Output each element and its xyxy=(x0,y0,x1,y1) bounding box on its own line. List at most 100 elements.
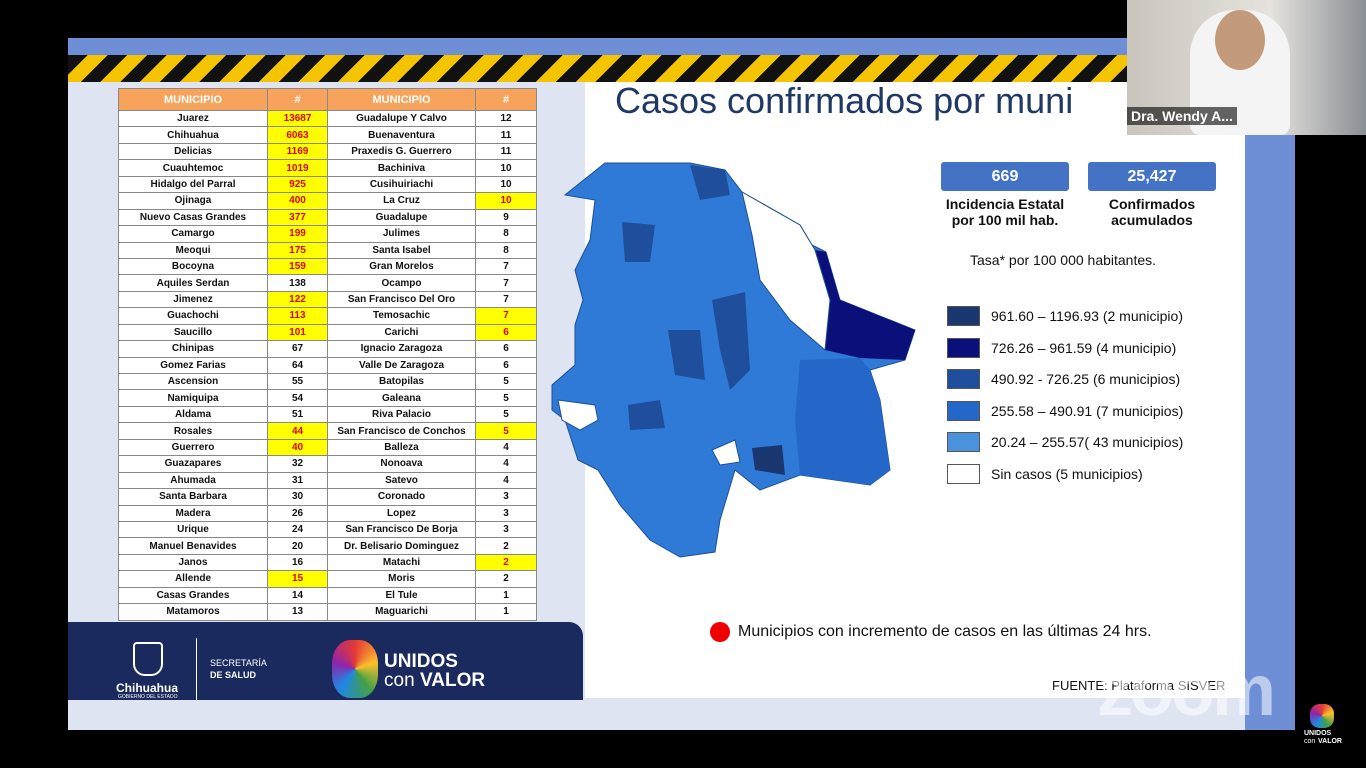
municipio-name: Casas Grandes xyxy=(118,586,268,605)
corner-logo xyxy=(1310,704,1334,728)
case-count: 67 xyxy=(267,340,328,358)
slide-top-bar xyxy=(68,38,1295,55)
map-region xyxy=(741,191,831,352)
map-region xyxy=(815,250,915,360)
case-count: 7 xyxy=(475,274,537,292)
municipio-name: Madera xyxy=(118,504,268,522)
case-count: 1 xyxy=(475,586,537,605)
case-count: 11 xyxy=(475,126,537,144)
case-count: 8 xyxy=(475,225,537,243)
municipio-name: Delicias xyxy=(118,142,268,161)
legend-label: 961.60 – 1196.93 (2 municipio) xyxy=(991,308,1183,324)
rate-note: Tasa* por 100 000 habitantes. xyxy=(970,252,1157,268)
case-count: 64 xyxy=(267,356,328,375)
municipio-name: Praxedis G. Guerrero xyxy=(327,142,476,161)
case-count: 11 xyxy=(475,142,537,161)
map-region xyxy=(690,165,730,200)
table-row: Chinipas 67 Ignacio Zaragoza 6 xyxy=(118,340,537,358)
legend-swatch xyxy=(947,400,980,421)
table-row: Aquiles Serdan 138 Ocampo 7 xyxy=(118,274,537,292)
municipio-name: Janos xyxy=(118,553,268,572)
source-note: FUENTE: Plataforma SISVER xyxy=(1052,678,1226,693)
municipio-name: Gran Morelos xyxy=(327,257,476,276)
slide-frame xyxy=(1245,130,1295,730)
map-region xyxy=(622,222,655,262)
map-region xyxy=(711,439,741,466)
municipio-name: Matamoros xyxy=(118,603,268,621)
table-row: Meoqui 175 Santa Isabel 8 xyxy=(118,241,537,259)
legend-label: 255.58 – 490.91 (7 municipios) xyxy=(991,402,1184,419)
table-row: Namiquipa 54 Galeana 5 xyxy=(118,389,537,407)
dept-line: SECRETARÍA xyxy=(210,658,267,668)
municipio-name: Rosales xyxy=(118,422,268,440)
case-count: 138 xyxy=(267,274,328,292)
case-count: 8 xyxy=(475,241,537,259)
municipio-name: Jimenez xyxy=(118,290,268,309)
state-name: Chihuahua xyxy=(116,681,178,695)
municipio-name: Urique xyxy=(118,520,268,539)
table-row: Casas Grandes 14 El Tule 1 xyxy=(118,586,537,605)
brand-text: UNIDOS xyxy=(384,651,458,672)
table-row: Santa Barbara 30 Coronado 3 xyxy=(118,488,537,506)
legend-item: 490.92 - 726.25 (6 municipios) xyxy=(947,369,1227,389)
slide-title: Casos confirmados por muni xyxy=(615,80,1074,121)
column-header: # xyxy=(475,88,537,111)
table-row: Aldama 51 Riva Palacio 5 xyxy=(118,405,537,424)
case-count: 6 xyxy=(475,356,537,375)
municipio-name: Santa Barbara xyxy=(118,488,268,506)
municipio-name: Juarez xyxy=(118,109,268,128)
legend-swatch xyxy=(947,306,980,326)
case-count: 32 xyxy=(267,455,328,473)
map-region xyxy=(628,400,665,430)
municipio-name: Chinipas xyxy=(118,340,268,358)
table-row: Ascension 55 Batopilas 5 xyxy=(118,372,537,391)
table-row: Gomez Farias 64 Valle De Zaragoza 6 xyxy=(118,356,537,375)
municipio-name: Balleza xyxy=(327,438,476,457)
increase-note: Municipios con incremento de casos en la… xyxy=(738,623,1152,640)
table-row: Bocoyna 159 Gran Morelos 7 xyxy=(118,257,537,276)
case-count: 20 xyxy=(267,537,328,555)
stat-label: Incidencia Estatal por 100 mil hab. xyxy=(945,196,1065,228)
municipio-name: Guachochi xyxy=(118,307,268,325)
municipio-name: Matachi xyxy=(327,553,476,572)
case-count: 175 xyxy=(267,241,328,259)
table-row: Nuevo Casas Grandes 377 Guadalupe 9 xyxy=(118,208,537,227)
municipio-name: Dr. Belisario Dominguez xyxy=(327,537,476,555)
case-count: 5 xyxy=(475,389,537,407)
table-row: Ahumada 31 Satevo 4 xyxy=(118,471,537,490)
municipio-name: La Cruz xyxy=(327,192,476,210)
municipio-name: Batopilas xyxy=(327,372,476,391)
case-count: 30 xyxy=(267,488,328,506)
stat-value: 669 xyxy=(941,162,1069,191)
municipio-name: Guadalupe xyxy=(327,208,476,227)
municipio-name: Maguarichi xyxy=(327,603,476,621)
divider xyxy=(196,638,197,700)
case-count: 6 xyxy=(475,340,537,358)
case-count: 4 xyxy=(475,471,537,490)
municipio-name: San Francisco Del Oro xyxy=(327,290,476,309)
municipio-name: Carichi xyxy=(327,323,476,342)
municipio-name: Moris xyxy=(327,570,476,588)
case-count: 4 xyxy=(475,438,537,457)
case-count: 925 xyxy=(267,175,328,194)
municipio-name: Hidalgo del Parral xyxy=(118,175,268,194)
municipio-name: Ocampo xyxy=(327,274,476,292)
case-count: 13687 xyxy=(267,109,328,128)
municipio-name: Bocoyna xyxy=(118,257,268,276)
brand-text: con xyxy=(384,670,415,691)
municipio-name: Temosachic xyxy=(327,307,476,325)
case-count: 7 xyxy=(475,290,537,309)
case-count: 6063 xyxy=(267,126,328,144)
case-count: 377 xyxy=(267,208,328,227)
municipio-name: Aldama xyxy=(118,405,268,424)
case-count: 6 xyxy=(475,323,537,342)
municipio-name: Valle De Zaragoza xyxy=(327,356,476,375)
municipio-name: Camargo xyxy=(118,225,268,243)
participant-face xyxy=(1215,10,1265,70)
column-header: MUNICIPIO xyxy=(118,88,268,111)
table-row: Jimenez 122 San Francisco Del Oro 7 xyxy=(118,290,537,309)
legend-label: Sin casos (5 municipios) xyxy=(991,465,1143,482)
hazard-stripe xyxy=(68,55,1295,82)
case-count: 7 xyxy=(475,307,537,325)
map xyxy=(551,162,916,558)
